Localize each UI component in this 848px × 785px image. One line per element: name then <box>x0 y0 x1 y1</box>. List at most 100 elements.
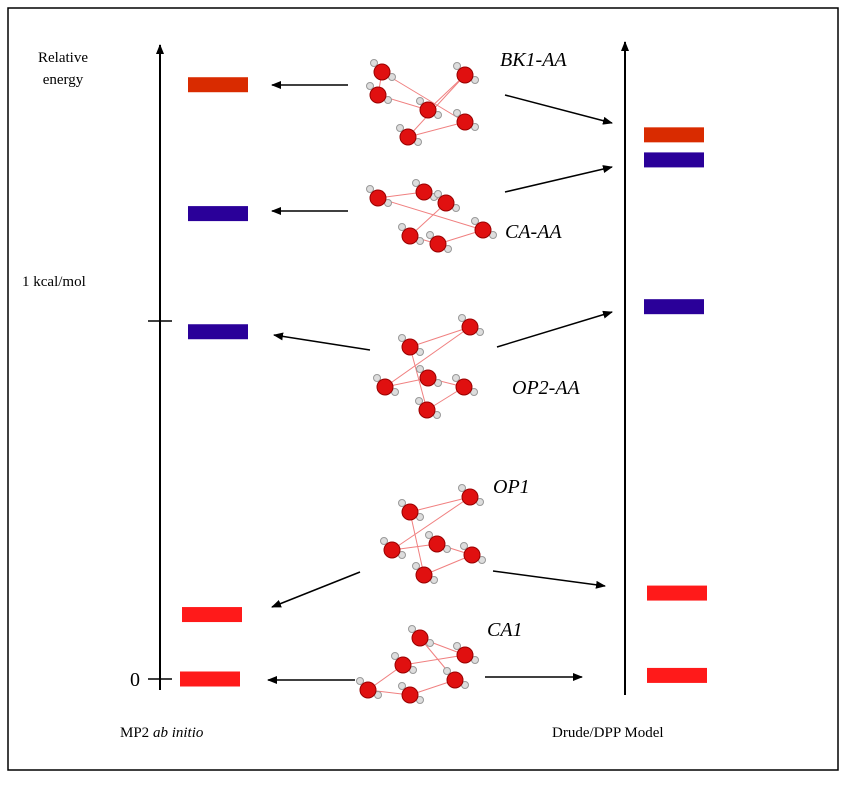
oxygen <box>402 504 418 520</box>
oxygen <box>420 370 436 386</box>
axis-label: energy <box>43 72 84 88</box>
structure-label: BK1-AA <box>500 49 567 71</box>
oxygen <box>416 184 432 200</box>
oxygen <box>419 402 435 418</box>
structure-label: CA-AA <box>505 221 562 243</box>
oxygen <box>374 64 390 80</box>
oxygen <box>384 542 400 558</box>
oxygen <box>402 687 418 703</box>
hydrogen <box>417 366 424 373</box>
oxygen <box>402 228 418 244</box>
energy-level <box>188 324 248 339</box>
oxygen <box>402 339 418 355</box>
oxygen <box>377 379 393 395</box>
oxygen <box>370 87 386 103</box>
water-cluster <box>357 626 479 704</box>
h-bond <box>410 327 470 347</box>
energy-level <box>647 668 707 683</box>
oxygen <box>370 190 386 206</box>
arrow <box>274 335 370 350</box>
hydrogen <box>399 683 406 690</box>
h-bond <box>410 497 470 512</box>
hydrogen <box>392 653 399 660</box>
energy-level <box>647 586 707 601</box>
energy-level <box>182 607 242 622</box>
hydrogen <box>399 500 406 507</box>
oxygen <box>416 567 432 583</box>
method-label: Drude/DPP Model <box>552 725 664 741</box>
hydrogen <box>461 543 468 550</box>
oxygen <box>464 547 480 563</box>
arrow <box>493 571 605 586</box>
hydrogen <box>397 125 404 132</box>
water-cluster <box>381 485 486 584</box>
oxygen <box>457 67 473 83</box>
hydrogen <box>454 643 461 650</box>
h-bond <box>408 122 465 137</box>
arrow <box>505 167 612 192</box>
axis-label: Relative <box>38 50 88 66</box>
structure-label: CA1 <box>487 619 523 641</box>
structure-label: OP2-AA <box>512 377 581 399</box>
hydrogen <box>454 63 461 70</box>
h-bond <box>378 198 483 230</box>
oxygen <box>475 222 491 238</box>
hydrogen <box>381 538 388 545</box>
hydrogen <box>371 60 378 67</box>
oxygen <box>420 102 436 118</box>
oxygen <box>456 379 472 395</box>
hydrogen <box>367 186 374 193</box>
oxygen <box>400 129 416 145</box>
energy-level <box>644 152 704 167</box>
hydrogen <box>426 532 433 539</box>
structure-label: OP1 <box>493 476 530 498</box>
oxygen <box>462 319 478 335</box>
h-bond <box>408 75 465 137</box>
oxygen <box>447 672 463 688</box>
water-cluster <box>367 60 479 146</box>
hydrogen <box>444 668 451 675</box>
arrow <box>497 312 612 347</box>
oxygen <box>462 489 478 505</box>
energy-level <box>180 672 240 687</box>
arrow <box>272 572 360 607</box>
hydrogen <box>399 224 406 231</box>
tick-label: 1 kcal/mol <box>22 274 86 290</box>
oxygen <box>412 630 428 646</box>
arrow <box>505 95 612 123</box>
hydrogen <box>367 83 374 90</box>
h-bond <box>403 655 465 665</box>
hydrogen <box>454 110 461 117</box>
energy-level <box>188 77 248 92</box>
hydrogen <box>435 191 442 198</box>
hydrogen <box>427 232 434 239</box>
oxygen <box>457 114 473 130</box>
diagram: Relative energy MP2 ab initio Drude/DPP … <box>0 0 848 780</box>
tick-label: 0 <box>130 669 140 691</box>
hydrogen <box>417 98 424 105</box>
oxygen <box>360 682 376 698</box>
oxygen <box>438 195 454 211</box>
hydrogen <box>374 375 381 382</box>
hydrogen <box>472 218 479 225</box>
oxygen <box>395 657 411 673</box>
energy-level <box>644 299 704 314</box>
oxygen <box>430 236 446 252</box>
hydrogen <box>459 315 466 322</box>
energy-level <box>644 127 704 142</box>
hydrogen <box>413 563 420 570</box>
hydrogen <box>416 398 423 405</box>
hydrogen <box>413 180 420 187</box>
method-label: MP2 ab initio <box>120 725 204 741</box>
hydrogen <box>453 375 460 382</box>
oxygen <box>429 536 445 552</box>
hydrogen <box>409 626 416 633</box>
water-cluster <box>374 315 484 419</box>
water-cluster <box>367 180 497 253</box>
frame <box>8 8 838 770</box>
oxygen <box>457 647 473 663</box>
hydrogen <box>459 485 466 492</box>
hydrogen <box>399 335 406 342</box>
hydrogen <box>357 678 364 685</box>
energy-level <box>188 206 248 221</box>
